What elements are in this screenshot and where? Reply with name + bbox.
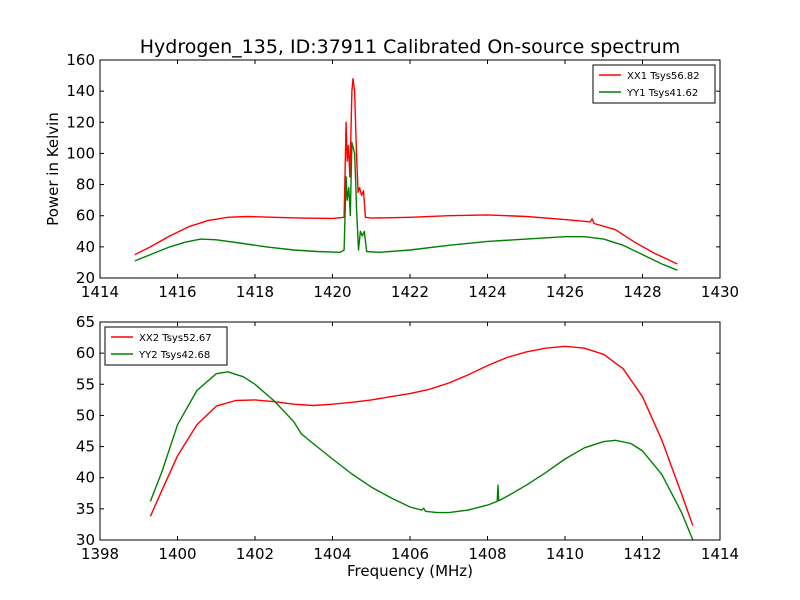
x-tick-label: 1412 [623,545,661,563]
series-line-1 [134,78,678,265]
y-tick-label: 45 [76,438,95,456]
x-tick-label: 1422 [391,283,429,301]
series-line-1 [149,345,694,526]
x-tick-label: 1414 [701,545,739,563]
x-tick-label: 1404 [313,545,351,563]
y-tick-label: 40 [76,238,95,256]
legend-label-2: YY2 Tsys42.68 [138,350,210,361]
legend-box [104,326,228,366]
figure-title: Hydrogen_135, ID:37911 Calibrated On-sou… [140,36,680,58]
legend-label-2: YY1 Tsys41.62 [626,88,698,99]
x-tick-label: 1410 [546,545,584,563]
y-axis-label: Power in Kelvin [44,112,62,226]
legend: XX1 Tsys56.82 YY1 Tsys41.62 [592,64,716,104]
legend-box [592,64,716,104]
y-tick-label: 120 [66,113,95,131]
x-tick-label: 1416 [158,283,196,301]
y-tick-label: 40 [76,469,95,487]
x-tick-label: 1398 [81,545,119,563]
y-tick-label: 50 [76,406,95,424]
y-tick-label: 140 [66,82,95,100]
legend: XX2 Tsys52.67 YY2 Tsys42.68 [104,326,228,366]
series-line-2 [134,141,678,271]
y-tick-label: 30 [76,531,95,549]
y-tick-label: 35 [76,500,95,518]
y-tick-label: 100 [66,144,95,162]
x-tick-label: 1420 [313,283,351,301]
x-axis-label: Frequency (MHz) [347,562,473,580]
x-tick-label: 1414 [81,283,119,301]
x-tick-label: 1406 [391,545,429,563]
x-tick-label: 1418 [236,283,274,301]
y-tick-label: 55 [76,375,95,393]
legend-label-1: XX1 Tsys56.82 [627,71,700,82]
x-tick-label: 1430 [701,283,739,301]
x-tick-label: 1428 [623,283,661,301]
x-tick-label: 1426 [546,283,584,301]
x-tick-label: 1400 [158,545,196,563]
x-tick-label: 1424 [468,283,506,301]
series-line-2 [149,371,694,540]
y-tick-label: 65 [76,313,95,331]
x-tick-label: 1408 [468,545,506,563]
bottom-panel: 1398 1400 1402 1404 1406 1408 1410 1412 1414 30 35… [76,313,739,580]
y-tick-label: 60 [76,207,95,225]
y-tick-label: 80 [76,176,95,194]
y-tick-label: 60 [76,344,95,362]
y-tick-label: 160 [66,51,95,69]
legend-label-1: XX2 Tsys52.67 [139,333,212,344]
y-tick-label: 20 [76,269,95,287]
top-panel: 1414 1416 1418 1420 1422 1424 1426 1428 1430 20 40… [44,51,739,301]
x-tick-label: 1402 [236,545,274,563]
